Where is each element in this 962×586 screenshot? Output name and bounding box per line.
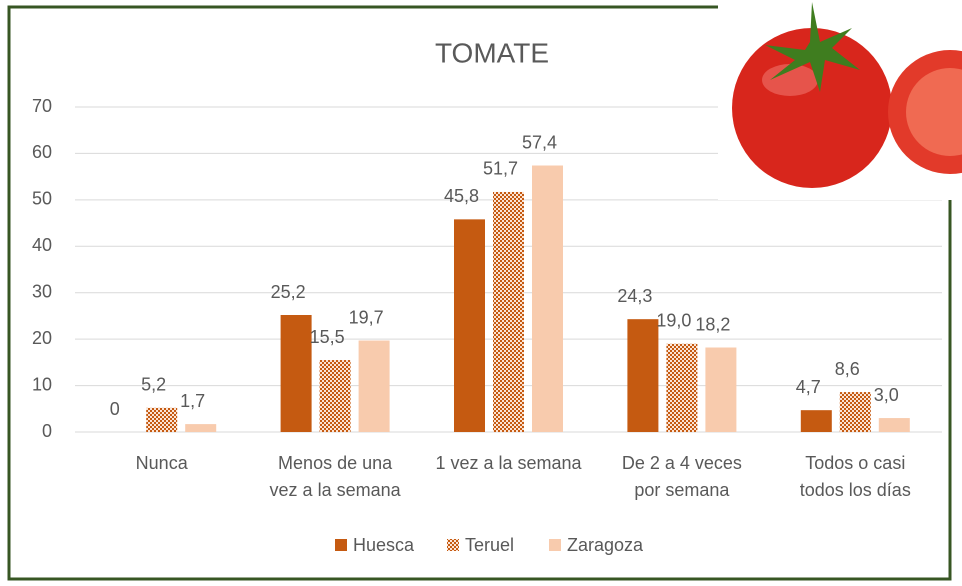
- bar: [666, 344, 697, 432]
- y-tick-label: 40: [32, 235, 52, 255]
- x-tick-label: 1 vez a la semana: [424, 450, 594, 477]
- data-label: 15,5: [310, 327, 345, 347]
- data-label: 0: [110, 399, 120, 419]
- x-tick-label: De 2 a 4 veces por semana: [597, 450, 767, 504]
- legend-label: Zaragoza: [567, 535, 644, 555]
- bar: [840, 392, 871, 432]
- data-label: 3,0: [874, 385, 899, 405]
- tomato-image: [718, 0, 962, 200]
- legend-label: Huesca: [353, 535, 415, 555]
- y-tick-label: 0: [42, 421, 52, 441]
- page: TOMATE 01020304050607005,21,725,215,519,…: [0, 0, 962, 586]
- x-tick-label: Todos o casi todos los días: [770, 450, 940, 504]
- data-label: 18,2: [695, 314, 730, 334]
- data-label: 57,4: [522, 132, 557, 152]
- y-tick-label: 70: [32, 96, 52, 116]
- bar: [493, 192, 524, 432]
- bar: [627, 319, 658, 432]
- legend-swatch: [335, 539, 347, 551]
- x-tick-label: Menos de una vez a la semana: [250, 450, 420, 504]
- data-label: 45,8: [444, 186, 479, 206]
- data-label: 19,7: [349, 307, 384, 327]
- y-tick-label: 50: [32, 189, 52, 209]
- data-label: 24,3: [617, 286, 652, 306]
- y-tick-label: 20: [32, 328, 52, 348]
- y-tick-label: 30: [32, 281, 52, 301]
- bar: [320, 360, 351, 432]
- data-label: 5,2: [141, 375, 166, 395]
- legend-swatch: [447, 539, 459, 551]
- bar: [146, 408, 177, 432]
- bar: [532, 166, 563, 433]
- bar: [454, 219, 485, 432]
- legend-label: Teruel: [465, 535, 514, 555]
- chart-title: TOMATE: [435, 37, 549, 68]
- data-label: 25,2: [271, 282, 306, 302]
- data-label: 19,0: [656, 311, 691, 331]
- x-tick-label: Nunca: [77, 450, 247, 477]
- data-label: 4,7: [796, 377, 821, 397]
- legend-swatch: [549, 539, 561, 551]
- bar: [801, 410, 832, 432]
- bar: [185, 424, 216, 432]
- bar: [705, 348, 736, 433]
- bar: [359, 341, 390, 432]
- y-tick-label: 60: [32, 142, 52, 162]
- data-label: 51,7: [483, 159, 518, 179]
- bar: [281, 315, 312, 432]
- data-label: 8,6: [835, 359, 860, 379]
- data-label: 1,7: [180, 391, 205, 411]
- y-tick-label: 10: [32, 374, 52, 394]
- bar: [879, 418, 910, 432]
